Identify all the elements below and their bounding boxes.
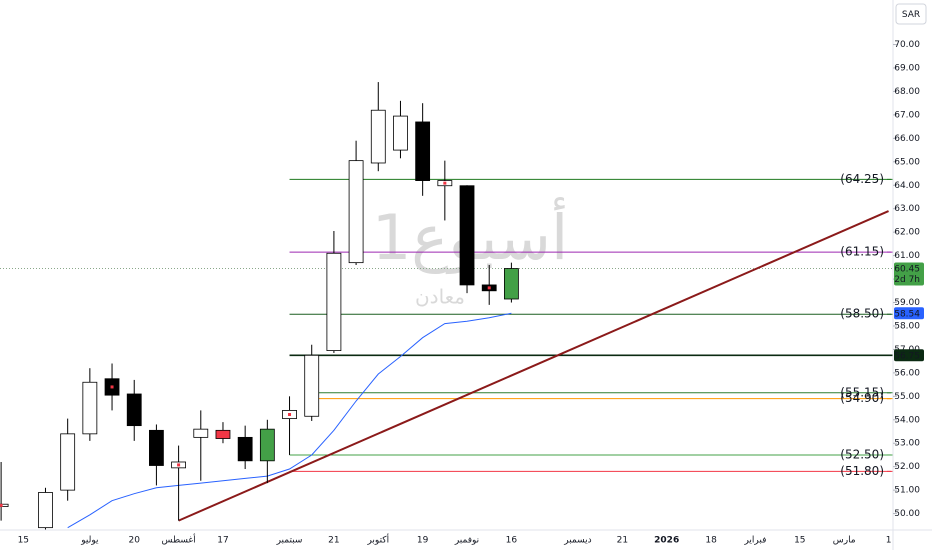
y-tick-label: 63.00 — [894, 204, 920, 214]
y-tick-label: 56.00 — [894, 368, 920, 378]
y-tick-label: 68.00 — [894, 87, 920, 97]
x-tick-label: فبراير — [743, 536, 766, 546]
x-tick-label: 15 — [794, 536, 805, 546]
candle-body — [215, 429, 231, 439]
trend-line — [178, 210, 889, 522]
candle-body — [82, 381, 98, 435]
candle-body — [370, 109, 386, 164]
y-tick-label: 51.00 — [894, 486, 920, 496]
candle-body — [60, 433, 76, 491]
candle-body — [503, 268, 519, 300]
candle-body — [126, 393, 142, 427]
y-tick-label: 69.00 — [894, 64, 920, 74]
x-tick-label: 18 — [705, 536, 717, 546]
price-badge-label: 58.54 — [894, 309, 920, 319]
y-tick-label: 61.00 — [894, 251, 920, 261]
candle-body — [459, 185, 475, 286]
candle-dot — [487, 286, 491, 290]
currency: SAR — [902, 10, 920, 20]
level-label: (51.80) — [840, 464, 884, 478]
candle-body — [415, 121, 431, 181]
y-tick-label: 62.00 — [894, 228, 920, 238]
candle-dot — [443, 181, 447, 185]
level-label: (54.90) — [840, 391, 884, 405]
level-label: (58.50) — [840, 307, 884, 321]
y-tick-label: 58.00 — [894, 321, 920, 331]
y-tick-label: 64.00 — [894, 181, 920, 191]
x-tick-label: نوفمبر — [454, 536, 479, 546]
watermark-sub: معادن — [415, 285, 465, 309]
candle-body — [149, 429, 164, 466]
x-tick-label: أغسطس — [162, 534, 196, 546]
x-tick-label: 19 — [417, 536, 429, 546]
level-label: (61.15) — [840, 245, 884, 259]
x-tick-label: ديسمبر — [563, 536, 591, 546]
x-tick-label: يوليو — [80, 536, 99, 546]
candle-body — [326, 252, 342, 351]
x-tick-label: 20 — [129, 536, 141, 546]
candle-dot — [288, 413, 292, 417]
candle-body — [259, 428, 275, 462]
plot-area: (64.25) (61.15) (58.50) (55.15)(54.90) (52.5… — [0, 82, 893, 530]
x-tick-label: أكتوبر — [366, 534, 389, 546]
currency-box[interactable] — [895, 3, 927, 25]
price-badge — [894, 307, 924, 320]
y-tick-label: 65.00 — [894, 157, 920, 167]
y-tick-label: 55.00 — [894, 392, 920, 402]
y-tick-label: 70.00 — [894, 40, 920, 50]
candle-body — [193, 428, 209, 438]
price-badge — [894, 349, 924, 362]
level-label: (64.25) — [840, 172, 884, 186]
price-badge — [894, 262, 924, 286]
y-tick-label: 66.00 — [894, 134, 920, 144]
candle-body — [304, 354, 320, 417]
y-tick-label: 50.00 — [894, 509, 920, 519]
x-tick-label: 2026 — [654, 536, 679, 546]
level-label: (52.50) — [840, 447, 884, 461]
x-tick-label: 15 — [18, 536, 29, 546]
y-tick-label: 52.00 — [894, 462, 920, 472]
candle-dot — [110, 385, 114, 389]
x-tick-label: 16 — [506, 536, 518, 546]
y-tick-label: 59.00 — [894, 298, 920, 308]
candle-body — [237, 436, 253, 462]
candle-body — [348, 160, 364, 264]
candle-dot — [177, 463, 181, 467]
x-tick-label: مارس — [833, 536, 856, 546]
moving-average — [67, 312, 512, 529]
x-tick-label: سبتمبر — [276, 536, 303, 546]
x-tick-label: 21 — [617, 536, 628, 546]
y-tick-label: 53.00 — [894, 439, 920, 449]
x-tick-label: 17 — [217, 536, 228, 546]
price-badge-label: 60.45 — [894, 265, 920, 275]
candle-body — [38, 492, 53, 529]
price-badge-sub: 2d 7h — [894, 275, 920, 285]
x-tick-label: 1 — [886, 536, 892, 546]
price-badge-label: 56.75 — [894, 351, 920, 361]
level-label: (55.15) — [840, 385, 884, 399]
candle-dot — [0, 503, 3, 507]
y-tick-label: 54.00 — [894, 415, 920, 425]
x-tick-label: 21 — [328, 536, 339, 546]
y-tick-label: 67.00 — [894, 110, 920, 120]
candle-body — [393, 115, 408, 151]
